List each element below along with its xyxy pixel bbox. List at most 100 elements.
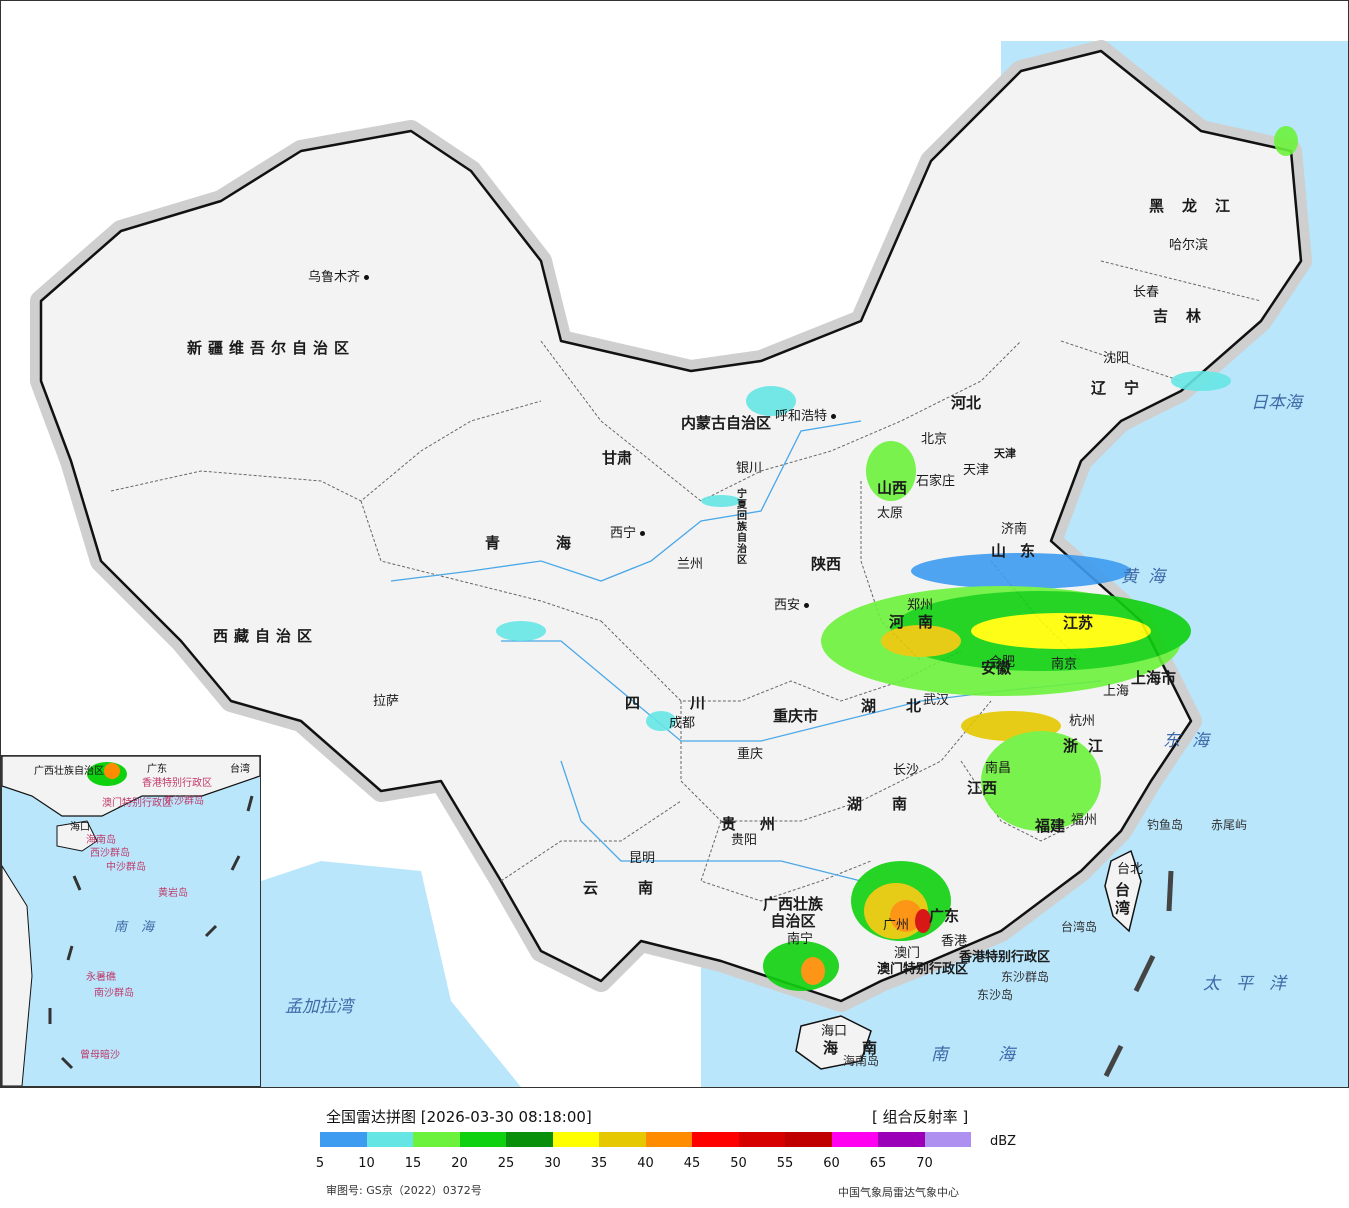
label-xizang: 西藏自治区 — [213, 627, 319, 645]
label-shanghai-prov: 上海市 — [1131, 669, 1177, 687]
inset-label-huangyan: 黄岩岛 — [158, 888, 188, 899]
city-zhengzhou: 郑州 — [907, 598, 934, 613]
island-chiwei: 赤尾屿 — [1211, 818, 1248, 832]
legend-swatch-12 — [878, 1132, 925, 1147]
city-guiyang: 贵阳 — [731, 833, 758, 848]
city-beijing: 北京 — [921, 432, 948, 447]
inset-label-taiwan: 台湾 — [230, 764, 250, 775]
inset-label-guangdong: 广东 — [147, 764, 167, 775]
legend-tick-label: 15 — [404, 1156, 422, 1171]
label-jiangxi: 江西 — [967, 779, 998, 797]
legend-swatch-13 — [924, 1132, 971, 1147]
label-jiangsu: 江苏 — [1063, 614, 1094, 632]
city-lhasa: 拉萨 — [373, 694, 400, 709]
radar-echoes — [496, 126, 1298, 991]
map-background — [30, 40, 1348, 1087]
inset-label-macao: 澳门特别行政区 — [102, 798, 172, 809]
legend-swatch-9 — [738, 1132, 785, 1147]
label-qinghai: 青海 — [485, 534, 628, 552]
sea-east: 东海 — [1163, 731, 1221, 751]
inset-label-haikou: 海口 — [70, 822, 90, 833]
label-guizhou: 贵州 — [721, 815, 800, 833]
city-lanzhou: 兰州 — [677, 557, 704, 572]
label-liaoning: 辽宁 — [1091, 379, 1158, 397]
city-shanghai: 上海 — [1103, 684, 1130, 699]
label-zhejiang: 浙江 — [1063, 737, 1114, 755]
label-hainan: 海南 — [823, 1039, 902, 1057]
city-taipei: 台北 — [1117, 862, 1144, 877]
city-hongkong: 香港 — [941, 934, 968, 949]
city-macao: 澳门 — [894, 946, 921, 961]
city-yinchuan: 银川 — [736, 461, 763, 476]
city-xining: 西宁 — [610, 526, 646, 541]
city-nanjing: 南京 — [1051, 657, 1078, 672]
inset-label-xisha: 西沙群岛 — [90, 848, 130, 859]
label-gansu: 甘肃 — [602, 449, 633, 467]
legend-tick-label: 70 — [916, 1156, 933, 1171]
legend-tick-label: 30 — [544, 1156, 561, 1171]
label-shanxi: 山西 — [877, 479, 908, 497]
label-ningxia: 宁夏回族自治区 — [737, 489, 747, 566]
city-nanchang: 南昌 — [985, 761, 1012, 776]
label-hongkong-sar: 香港特别行政区 — [959, 950, 1051, 965]
city-kunming: 昆明 — [629, 851, 656, 866]
sea-japan: 日本海 — [1251, 393, 1302, 413]
legend-swatch-11 — [831, 1132, 878, 1147]
inset-label-south-sea: 南海 — [114, 920, 169, 935]
label-henan: 河南 — [889, 613, 948, 631]
legend-swatch-8 — [692, 1132, 739, 1147]
legend-swatch-5 — [552, 1132, 599, 1147]
legend-swatch-3 — [459, 1132, 506, 1147]
city-changchun: 长春 — [1133, 285, 1160, 300]
legend-swatch-10 — [785, 1132, 832, 1147]
boundary-dashes — [1103, 870, 1174, 1078]
city-urumqi: 乌鲁木齐 — [308, 270, 370, 285]
island-dongsha-group: 东沙群岛 — [1001, 970, 1050, 984]
label-sichuan: 四川 — [625, 694, 756, 712]
island-dongsha: 东沙岛 — [977, 988, 1014, 1002]
legend-title: 全国雷达拼图 [2026-03-30 08:18:00] — [326, 1108, 592, 1126]
inset-label-zhongsha: 中沙群岛 — [106, 862, 146, 873]
sea-south: 南海 — [931, 1045, 1065, 1065]
legend-tick-label: 65 — [869, 1156, 887, 1171]
label-hebei: 河北 — [951, 394, 982, 412]
inset-label-hainan-island: 海南岛 — [86, 835, 116, 846]
label-shaanxi: 陕西 — [811, 555, 842, 573]
taiwan-island — [1104, 849, 1142, 933]
city-hefei: 合肥 — [989, 655, 1016, 670]
city-shijiazhuang: 石家庄 — [916, 474, 956, 489]
legend-tick-label: 40 — [637, 1156, 654, 1171]
label-taiwan: 台湾 — [1115, 881, 1131, 917]
label-yunnan: 云南 — [583, 879, 694, 897]
legend-swatch-0 — [320, 1132, 367, 1147]
city-chongqing: 重庆 — [737, 747, 764, 762]
inset-map — [2, 756, 260, 1086]
legend-swatch-7 — [645, 1132, 692, 1147]
legend-tick-label: 55 — [776, 1156, 794, 1171]
legend-swatch-4 — [506, 1132, 553, 1147]
sea-bengal: 孟加拉湾 — [285, 997, 353, 1017]
label-anhui: 安徽 — [981, 659, 1012, 677]
legend-tick-label: 50 — [730, 1156, 747, 1171]
legend-tick-label: 45 — [683, 1156, 701, 1171]
label-hunan: 湖南 — [847, 795, 938, 813]
legend-tick-label: 20 — [451, 1156, 468, 1171]
city-haikou: 海口 — [821, 1024, 848, 1039]
city-hangzhou: 杭州 — [1069, 714, 1096, 729]
inset-label-yongshu: 永暑礁 — [86, 972, 116, 983]
label-xinjiang: 新疆维吾尔自治区 — [187, 339, 356, 357]
legend-tick-label: 35 — [590, 1156, 608, 1171]
city-harbin: 哈尔滨 — [1169, 238, 1209, 253]
island-diaoyu: 钓鱼岛 — [1147, 818, 1184, 832]
city-nanning: 南宁 — [787, 932, 814, 947]
legend-color-bar — [320, 1132, 971, 1147]
city-xian: 西安 — [774, 598, 810, 613]
inset-label-dongsha: 东沙群岛 — [164, 796, 204, 807]
city-shenyang: 沈阳 — [1103, 351, 1130, 366]
legend-swatch-2 — [413, 1132, 460, 1147]
label-hubei: 湖北 — [861, 697, 952, 715]
inset-label-nansha: 南沙群岛 — [94, 988, 134, 999]
label-guangdong: 广东 — [929, 907, 960, 925]
city-fuzhou: 福州 — [1071, 813, 1098, 828]
label-shandong: 山东 — [991, 542, 1050, 560]
